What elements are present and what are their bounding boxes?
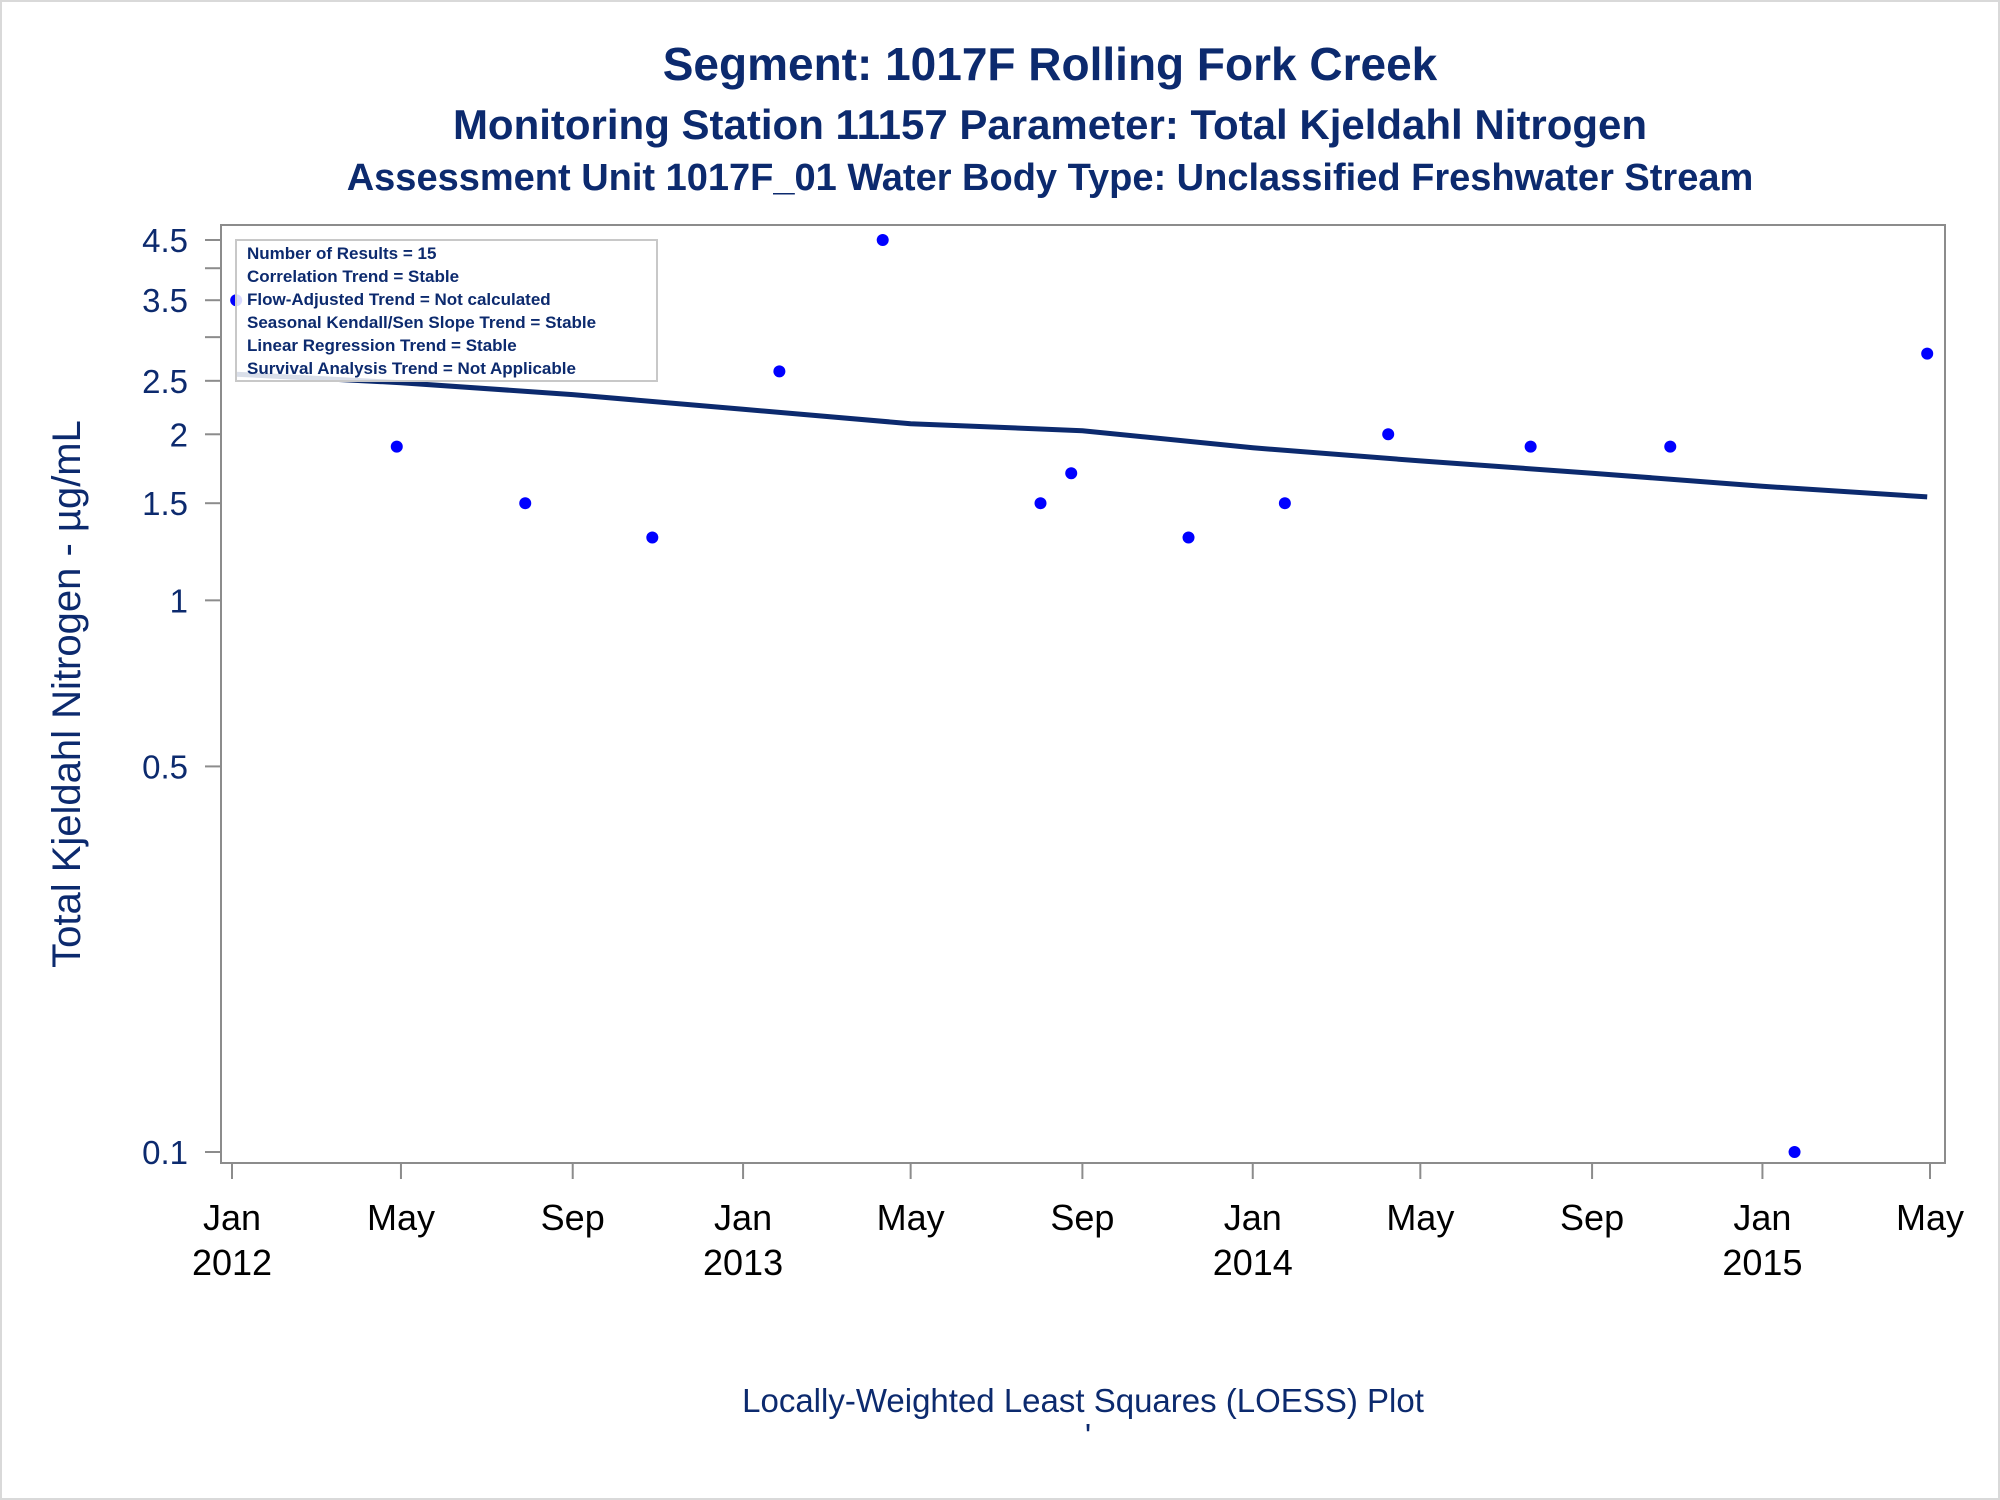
x-tick-label: May: [1386, 1197, 1454, 1238]
y-tick-label: 2.5: [142, 363, 188, 400]
stats-legend-box: Number of Results = 15 Correlation Trend…: [235, 239, 658, 382]
y-tick-label: 2: [170, 416, 188, 453]
x-tick-year-label: 2014: [1213, 1242, 1293, 1283]
chart-title: Segment: 1017F Rolling Fork Creek: [663, 38, 1438, 90]
y-tick-label: 1: [170, 582, 188, 619]
x-tick-year-label: 2015: [1722, 1242, 1802, 1283]
stat-number-of-results: Number of Results = 15: [247, 244, 436, 263]
x-tick-label: Sep: [1050, 1197, 1114, 1238]
x-tick-label: May: [367, 1197, 435, 1238]
x-tick-label: Sep: [1560, 1197, 1624, 1238]
data-point: [390, 440, 403, 453]
x-tick-label: May: [1896, 1197, 1964, 1238]
footnote: Locally-Weighted Least Squares (LOESS) P…: [742, 1382, 1424, 1419]
x-tick-label: Jan: [1733, 1197, 1791, 1238]
y-axis: 0.1 0.5 1 1.5 2 2.5 3.5 4.5: [142, 222, 221, 1171]
data-point: [1382, 428, 1395, 441]
x-tick-year-label: 2013: [703, 1242, 783, 1283]
y-tick-label: 4.5: [142, 222, 188, 259]
data-point: [1182, 531, 1195, 544]
y-axis-label: Total Kjeldahl Nitrogen - µg/mL: [45, 420, 89, 968]
trend-line: [236, 371, 1928, 500]
x-tick-year-label: 2012: [192, 1242, 272, 1283]
y-tick-label: 0.5: [142, 748, 188, 785]
stat-flow-adjusted-trend: Flow-Adjusted Trend = Not calculated: [247, 290, 551, 309]
stats-box-frame: [235, 239, 658, 382]
stat-seasonal-kendall-trend: Seasonal Kendall/Sen Slope Trend = Stabl…: [247, 313, 596, 332]
x-tick-label: Jan: [714, 1197, 772, 1238]
x-tick-label: May: [877, 1197, 945, 1238]
chart-subtitle-assessment: Assessment Unit 1017F_01 Water Body Type…: [347, 157, 1754, 199]
loess-trend: [236, 371, 1928, 500]
footnote-mark: ': [1085, 1417, 1091, 1454]
data-point: [519, 497, 532, 510]
y-tick-label: 3.5: [142, 282, 188, 319]
data-point: [1278, 497, 1291, 510]
data-point: [1788, 1146, 1801, 1158]
stat-linear-regression-trend: Linear Regression Trend = Stable: [247, 336, 517, 355]
data-point: [646, 531, 659, 544]
stat-survival-analysis-trend: Survival Analysis Trend = Not Applicable: [247, 359, 576, 378]
x-tick-label: Sep: [541, 1197, 605, 1238]
data-point: [876, 234, 889, 246]
x-tick-label: Jan: [1224, 1197, 1282, 1238]
y-tick-label: 1.5: [142, 485, 188, 522]
x-tick-label: Jan: [203, 1197, 261, 1238]
data-point: [1921, 347, 1934, 360]
data-point: [1034, 497, 1047, 510]
data-point: [1664, 440, 1677, 453]
data-point: [1065, 467, 1078, 480]
chart-subtitle-station: Monitoring Station 11157 Parameter: Tota…: [453, 101, 1647, 148]
data-point: [1524, 440, 1537, 453]
stat-correlation-trend: Correlation Trend = Stable: [247, 267, 459, 286]
data-point: [773, 365, 786, 378]
y-tick-label: 0.1: [142, 1134, 188, 1171]
data-points: [230, 234, 1934, 1158]
